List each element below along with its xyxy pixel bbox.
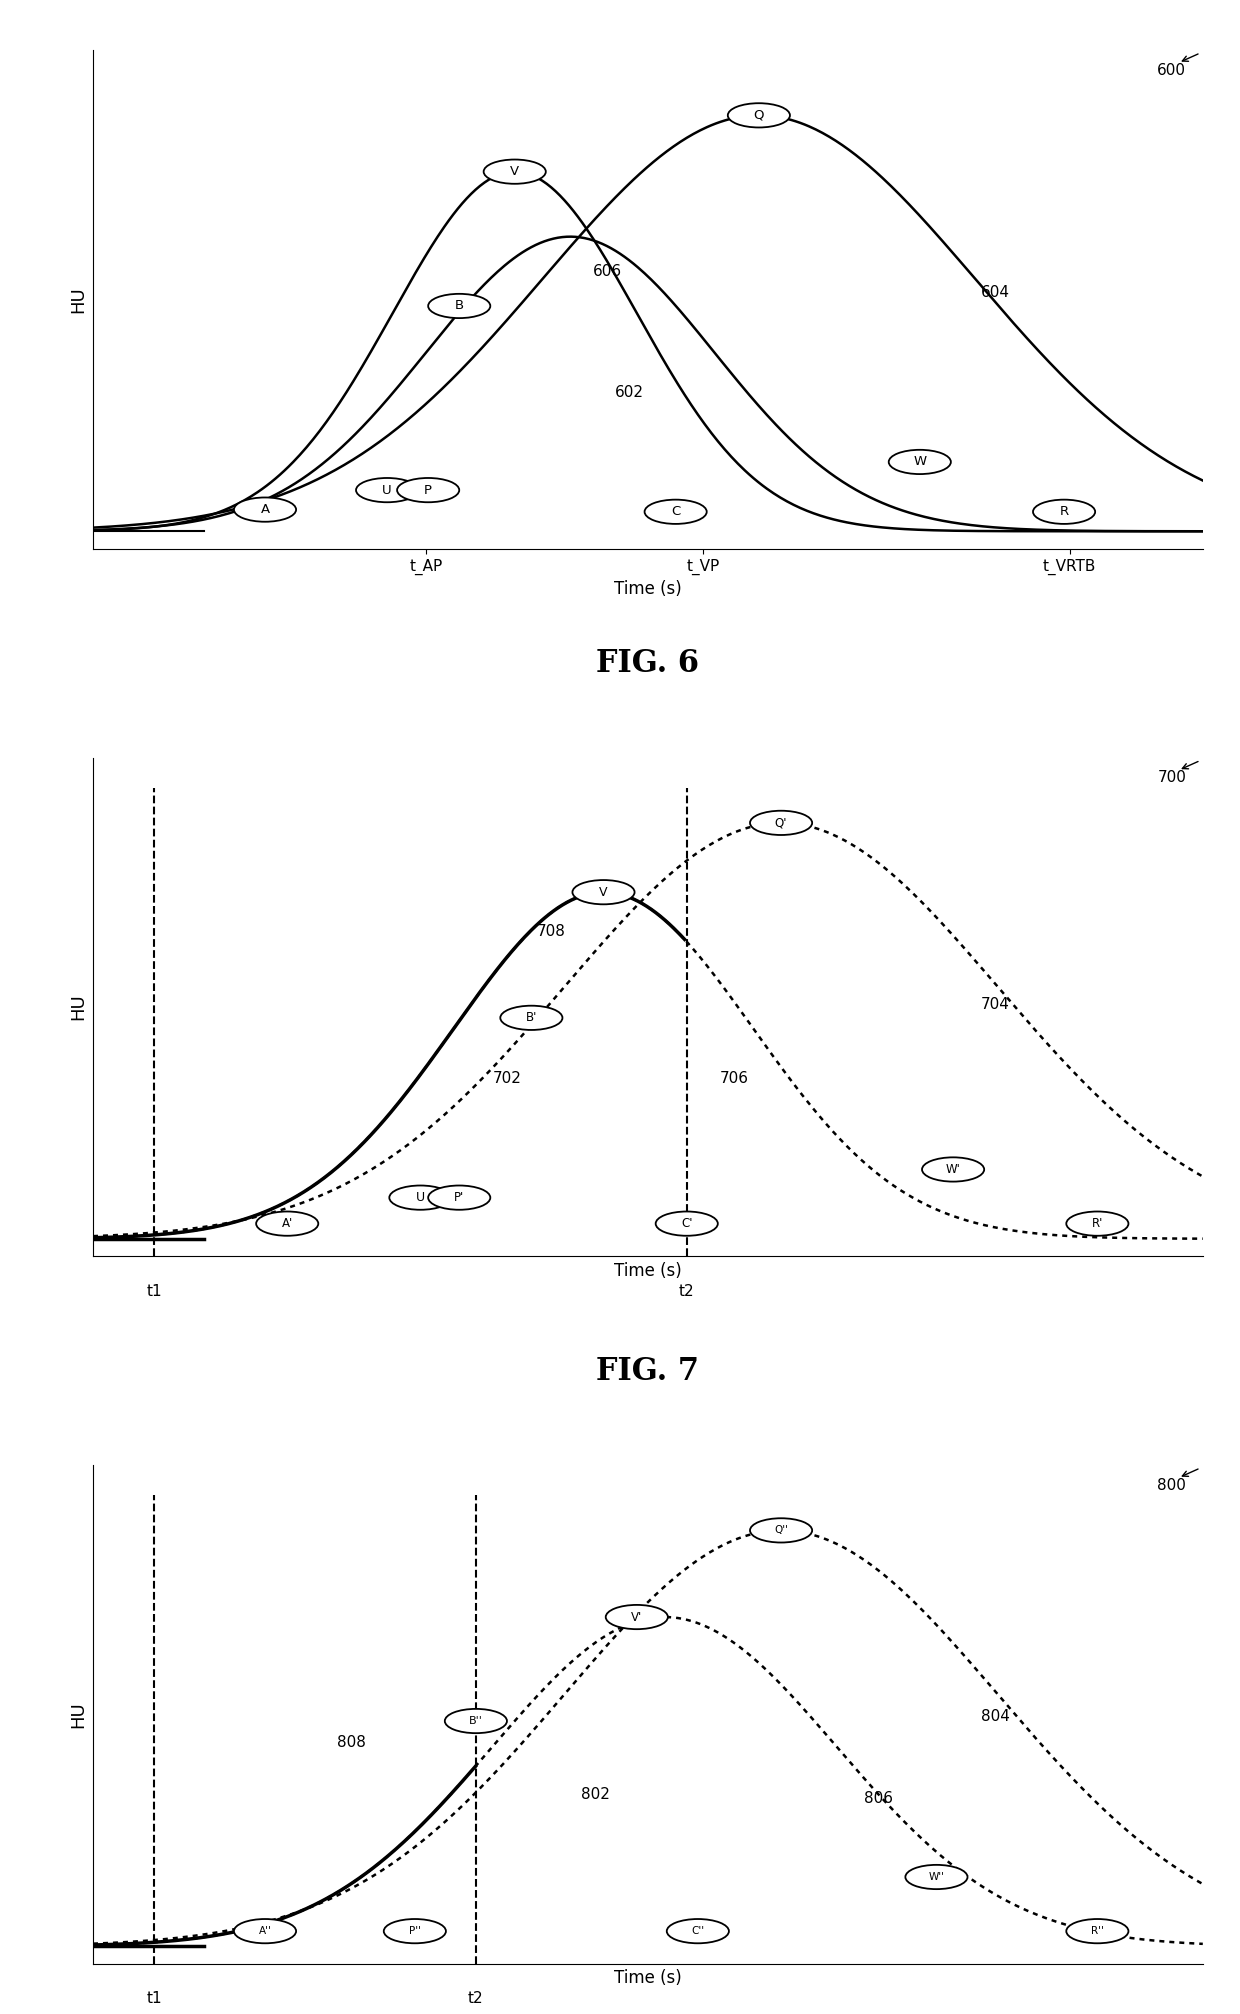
Text: 802: 802 xyxy=(582,1786,610,1803)
Text: R'': R'' xyxy=(1091,1925,1104,1935)
Text: W': W' xyxy=(946,1162,961,1176)
Circle shape xyxy=(397,477,459,501)
Circle shape xyxy=(667,1919,729,1944)
Circle shape xyxy=(1066,1212,1128,1237)
Circle shape xyxy=(905,1865,967,1889)
Text: t2: t2 xyxy=(680,1283,694,1299)
Text: A': A' xyxy=(281,1216,293,1231)
Text: t2: t2 xyxy=(467,1992,484,2006)
Text: R': R' xyxy=(1091,1216,1104,1231)
Text: C: C xyxy=(671,506,681,518)
Text: 606: 606 xyxy=(593,264,621,278)
X-axis label: Time (s): Time (s) xyxy=(614,580,682,598)
Circle shape xyxy=(605,1605,668,1629)
Text: 604: 604 xyxy=(981,286,1009,300)
X-axis label: Time (s): Time (s) xyxy=(614,1970,682,1988)
Text: 800: 800 xyxy=(1157,1478,1187,1492)
Circle shape xyxy=(645,499,707,524)
Text: 808: 808 xyxy=(337,1734,366,1750)
Text: 704: 704 xyxy=(981,997,1009,1013)
Text: 708: 708 xyxy=(537,924,565,939)
Text: t1: t1 xyxy=(146,1283,162,1299)
Text: 600: 600 xyxy=(1157,62,1187,79)
Circle shape xyxy=(428,294,490,318)
Text: 702: 702 xyxy=(492,1071,521,1086)
Text: U: U xyxy=(415,1190,425,1204)
Circle shape xyxy=(889,449,951,473)
Text: P: P xyxy=(424,483,433,497)
Circle shape xyxy=(656,1212,718,1237)
Text: P'': P'' xyxy=(409,1925,420,1935)
Circle shape xyxy=(500,1005,563,1029)
Text: A: A xyxy=(260,504,269,516)
Circle shape xyxy=(573,880,635,904)
Text: P': P' xyxy=(454,1190,464,1204)
Text: U: U xyxy=(382,483,392,497)
Circle shape xyxy=(389,1186,451,1210)
Text: W: W xyxy=(913,455,926,469)
Text: Q': Q' xyxy=(775,816,787,830)
Text: Q'': Q'' xyxy=(774,1525,789,1535)
Y-axis label: HU: HU xyxy=(69,993,88,1021)
Circle shape xyxy=(428,1186,490,1210)
Circle shape xyxy=(1033,499,1095,524)
Circle shape xyxy=(234,497,296,522)
Y-axis label: HU: HU xyxy=(69,286,88,312)
Text: 706: 706 xyxy=(720,1071,749,1086)
Text: t1: t1 xyxy=(146,1992,162,2006)
Text: C'': C'' xyxy=(691,1925,704,1935)
Text: V: V xyxy=(510,165,520,177)
Text: R: R xyxy=(1059,506,1069,518)
Text: A'': A'' xyxy=(259,1925,272,1935)
Text: C': C' xyxy=(681,1216,692,1231)
Circle shape xyxy=(383,1919,446,1944)
Y-axis label: HU: HU xyxy=(69,1702,88,1728)
Circle shape xyxy=(728,103,790,127)
Circle shape xyxy=(257,1212,319,1237)
Text: B: B xyxy=(455,300,464,312)
Text: 700: 700 xyxy=(1157,769,1187,785)
Text: 806: 806 xyxy=(864,1790,893,1807)
Circle shape xyxy=(923,1158,985,1182)
X-axis label: Time (s): Time (s) xyxy=(614,1261,682,1279)
Text: FIG. 7: FIG. 7 xyxy=(596,1355,699,1388)
Circle shape xyxy=(234,1919,296,1944)
Circle shape xyxy=(750,1519,812,1543)
Text: V: V xyxy=(599,886,608,898)
Text: B'': B'' xyxy=(469,1716,482,1726)
Text: FIG. 6: FIG. 6 xyxy=(596,649,699,679)
Text: 602: 602 xyxy=(615,385,644,401)
Text: Q: Q xyxy=(754,109,764,121)
Circle shape xyxy=(445,1710,507,1734)
Text: V': V' xyxy=(631,1611,642,1623)
Text: W'': W'' xyxy=(929,1871,945,1881)
Circle shape xyxy=(356,477,418,501)
Circle shape xyxy=(750,812,812,836)
Circle shape xyxy=(484,159,546,183)
Circle shape xyxy=(1066,1919,1128,1944)
Text: B': B' xyxy=(526,1011,537,1025)
Text: 804: 804 xyxy=(981,1710,1009,1724)
